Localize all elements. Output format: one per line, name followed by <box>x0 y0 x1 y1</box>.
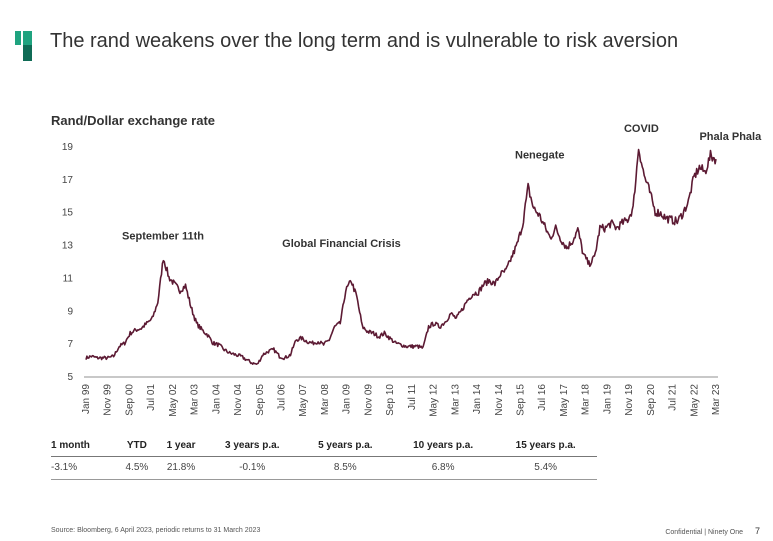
x-tick-label: Jul 01 <box>146 384 157 411</box>
x-tick-label: Jan 04 <box>211 384 222 414</box>
x-tick-label: Jul 21 <box>668 384 679 411</box>
y-tick-label: 17 <box>62 175 74 186</box>
x-tick-label: Jul 11 <box>407 384 418 410</box>
x-tick-label: Nov 09 <box>363 384 374 416</box>
footer-confidential: Confidential | Ninety One <box>665 529 744 536</box>
column-header: 1 year <box>156 437 206 457</box>
x-tick-label: Jan 99 <box>81 384 92 414</box>
returns-table: 1 month YTD 1 year 3 years p.a. 5 years p.a.… <box>51 437 597 480</box>
x-tick-label: Mar 08 <box>320 384 331 416</box>
x-tick-label: Nov 99 <box>103 384 114 416</box>
y-tick-label: 15 <box>62 208 74 219</box>
returns-header-row: 1 month YTD 1 year 3 years p.a. 5 years p.a.… <box>51 437 597 457</box>
x-tick-label: Nov 19 <box>624 384 635 416</box>
x-tick-label: May 02 <box>168 384 179 417</box>
x-tick-label: Sep 20 <box>646 384 657 416</box>
page-title: The rand weakens over the long term and … <box>50 30 679 52</box>
y-tick-label: 7 <box>67 339 73 350</box>
x-axis-ticks: Jan 99 Nov 99 Sep 00 Jul 01 May 02 Mar 03 Jan … <box>81 384 722 417</box>
x-tick-label: May 12 <box>429 384 440 417</box>
return-value: 8.5% <box>298 456 392 480</box>
x-tick-label: May 17 <box>559 384 570 417</box>
column-header: 15 years p.a. <box>494 437 597 457</box>
return-value: 4.5% <box>117 456 157 480</box>
x-tick-label: May 07 <box>298 384 309 417</box>
x-tick-label: Jan 19 <box>602 384 613 414</box>
x-tick-label: Mar 13 <box>450 384 461 416</box>
column-header: 5 years p.a. <box>298 437 392 457</box>
x-tick-label: Sep 15 <box>515 384 526 416</box>
column-header: 3 years p.a. <box>205 437 299 457</box>
y-tick-label: 5 <box>67 372 73 383</box>
annotation-label: Global Financial Crisis <box>282 238 401 250</box>
annotation-label: COVID <box>624 123 659 135</box>
annotation-label: September 11th <box>122 231 204 243</box>
x-tick-label: Jan 14 <box>472 384 483 414</box>
chart-heading: Rand/Dollar exchange rate <box>51 113 215 128</box>
annotations: September 11th Global Financial Crisis Nen… <box>122 123 762 250</box>
x-tick-label: Mar 03 <box>190 384 201 416</box>
y-axis-ticks: 5 7 9 11 13 15 17 19 <box>62 142 74 383</box>
return-value: 6.8% <box>391 456 495 480</box>
return-value: -3.1% <box>51 456 118 480</box>
y-tick-label: 13 <box>62 241 74 252</box>
ninety-one-logo-icon <box>15 31 33 61</box>
y-tick-label: 19 <box>62 142 74 153</box>
column-header: 10 years p.a. <box>391 437 495 457</box>
x-tick-label: Jan 09 <box>342 384 353 414</box>
column-header: YTD <box>117 437 157 457</box>
y-tick-label: 9 <box>67 306 73 317</box>
return-value: -0.1% <box>205 456 299 480</box>
source-note: Source: Bloomberg, 6 April 2023, periodi… <box>51 527 261 534</box>
x-tick-label: Mar 23 <box>711 384 722 416</box>
x-tick-label: May 22 <box>689 384 700 417</box>
column-header: 1 month <box>51 437 118 457</box>
series-line-usd-zar <box>85 148 717 365</box>
return-value: 21.8% <box>156 456 206 480</box>
x-tick-label: Jul 16 <box>537 384 548 411</box>
footer: Confidential | Ninety One 7 <box>665 526 760 536</box>
x-tick-label: Sep 10 <box>385 384 396 416</box>
x-tick-label: Nov 04 <box>233 384 244 416</box>
y-tick-label: 11 <box>63 273 74 284</box>
x-tick-label: Mar 18 <box>581 384 592 416</box>
table-row: -3.1% 4.5% 21.8% -0.1% 8.5% 6.8% 5.4% <box>51 456 597 480</box>
x-tick-label: Nov 14 <box>494 384 505 416</box>
x-tick-label: Jul 06 <box>277 384 288 411</box>
x-tick-label: Sep 00 <box>124 384 135 416</box>
annotation-label: Phala Phala <box>699 131 762 143</box>
x-tick-label: Sep 05 <box>255 384 266 416</box>
page-number: 7 <box>754 526 760 536</box>
exchange-rate-chart: 5 7 9 11 13 15 17 19 Jan 99 Nov 99 Sep 00 Jul 01 Ma… <box>62 123 762 417</box>
return-value: 5.4% <box>494 456 597 480</box>
annotation-label: Nenegate <box>515 150 565 162</box>
